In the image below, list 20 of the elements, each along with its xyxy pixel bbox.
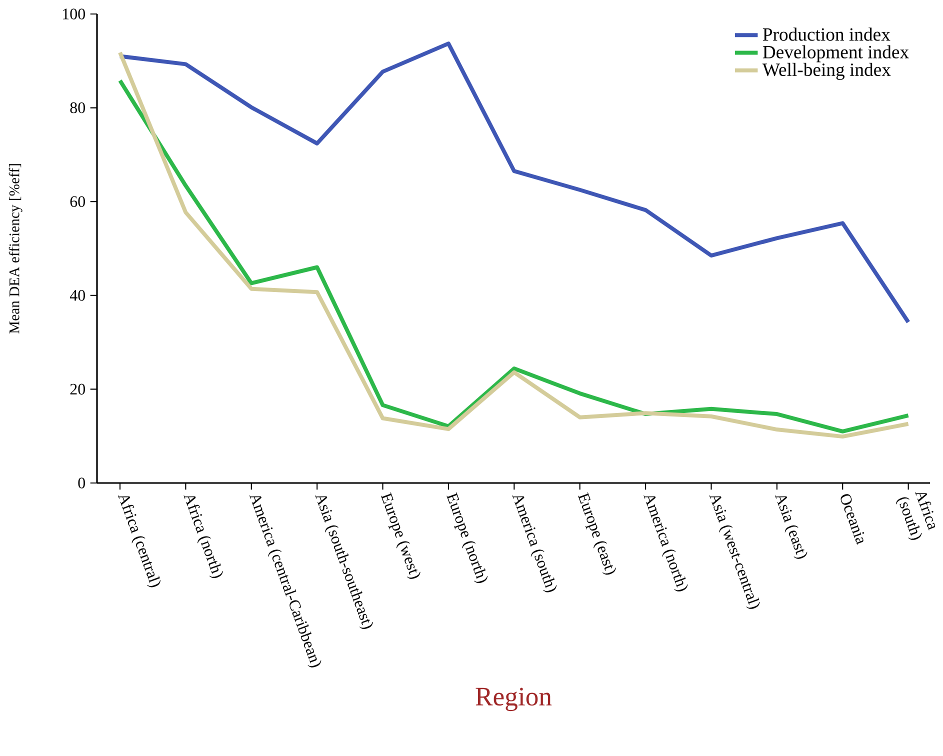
x-tick-label: Europe (east) bbox=[578, 492, 616, 575]
y-tick-label: 40 bbox=[70, 290, 86, 301]
legend-label: Production index bbox=[762, 28, 890, 41]
y-tick-label: 0 bbox=[78, 478, 86, 488]
x-axis-title: Region bbox=[476, 688, 552, 712]
x-tick-label: America (south) bbox=[512, 495, 557, 592]
x-tick-label: Africa (north) bbox=[184, 495, 223, 578]
x-tick-label: Asia (east) bbox=[774, 495, 808, 559]
x-tick-label: Europe (west) bbox=[380, 492, 420, 579]
y-tick-label: 20 bbox=[70, 384, 86, 395]
x-tick-label: Oceania bbox=[840, 494, 864, 545]
y-tick-label: 100 bbox=[63, 8, 86, 20]
x-tick-label: America (north) bbox=[644, 495, 688, 592]
x-tick-label: Africa (south) bbox=[896, 492, 936, 540]
y-tick-label: 60 bbox=[70, 196, 86, 207]
y-axis-title: Mean DEA efficiency [%eff] bbox=[8, 164, 22, 334]
legend-label: Development index bbox=[762, 45, 909, 62]
legend-label: Well-being index bbox=[762, 62, 891, 80]
x-tick-label: Europe (north) bbox=[446, 492, 488, 584]
y-tick-label: 80 bbox=[70, 102, 86, 114]
